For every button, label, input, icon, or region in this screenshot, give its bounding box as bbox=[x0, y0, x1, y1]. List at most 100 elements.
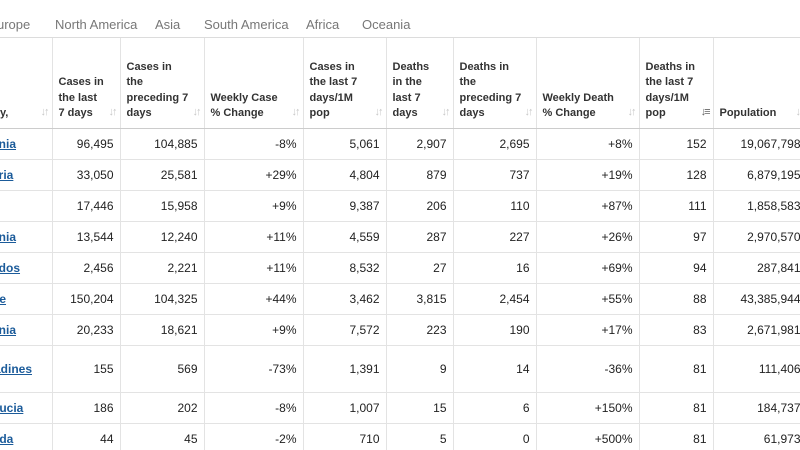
table-cell: +11% bbox=[204, 221, 304, 253]
table-cell: 569 bbox=[120, 345, 205, 393]
table-cell: +11% bbox=[204, 252, 304, 284]
column-header-label: Weekly Death % Change bbox=[542, 91, 614, 120]
country-link[interactable]: ncent adines bbox=[0, 361, 32, 376]
table-row: ania 96,495104,885-8%5,0612,9072,695+8%15… bbox=[0, 128, 800, 160]
column-header-label: Cases in the last 7 days bbox=[58, 76, 104, 119]
table-cell: +8% bbox=[536, 128, 640, 160]
table-cell: 61,973 bbox=[713, 423, 800, 450]
sort-icon[interactable]: ↓↑ bbox=[524, 106, 534, 118]
continent-tabs: urope North America Asia South America A… bbox=[0, 0, 800, 38]
table-cell: +9% bbox=[204, 314, 304, 346]
table-cell: 8,532 bbox=[303, 252, 387, 284]
table-cell: 1,858,583 bbox=[713, 190, 800, 222]
country-link[interactable]: ania bbox=[0, 322, 17, 337]
column-header-label: Deaths in the last 7 days/1M pop bbox=[645, 60, 696, 120]
table-cell: 184,737 bbox=[713, 392, 800, 424]
column-header[interactable]: Deaths in the preceding 7 days ↓↑ bbox=[453, 38, 537, 129]
country-cell: ania bbox=[0, 221, 53, 253]
column-header[interactable]: Weekly Case % Change ↓↑ bbox=[204, 38, 304, 129]
sort-icon[interactable]: ↓↑ bbox=[627, 106, 637, 118]
table-cell: 33,050 bbox=[52, 159, 121, 191]
table-cell: 710 bbox=[303, 423, 387, 450]
sort-icon[interactable]: ↓↑ bbox=[374, 106, 384, 118]
sort-icon[interactable]: ↓↑ bbox=[108, 106, 118, 118]
table-cell: 25,581 bbox=[120, 159, 205, 191]
table-cell: 737 bbox=[453, 159, 537, 191]
column-header[interactable]: try, ↓↑ bbox=[0, 38, 53, 129]
country-link[interactable]: ania bbox=[0, 229, 17, 244]
table-cell: 2,970,570 bbox=[713, 221, 800, 253]
table-cell: -2% bbox=[204, 423, 304, 450]
table-cell: 45 bbox=[120, 423, 205, 450]
table-cell: 15,958 bbox=[120, 190, 205, 222]
table-cell: +87% bbox=[536, 190, 640, 222]
table-cell: 2,695 bbox=[453, 128, 537, 160]
country-link[interactable]: aria bbox=[0, 167, 14, 182]
country-cell: uda bbox=[0, 423, 53, 450]
sort-icon[interactable]: ↓↑ bbox=[40, 106, 50, 118]
table-cell: 96,495 bbox=[52, 128, 121, 160]
column-header-label: Deaths in the last 7 days bbox=[392, 60, 430, 120]
weekly-trends-table-container: try,↓↑Cases in the last 7 days↓↑Cases in… bbox=[0, 38, 800, 450]
column-header[interactable]: Deaths in the last 7 days/1M pop ↓≡ bbox=[639, 38, 714, 129]
column-header[interactable]: Cases in the last 7 days ↓↑ bbox=[52, 38, 121, 129]
table-cell: 111 bbox=[639, 190, 714, 222]
table-cell: 15 bbox=[386, 392, 454, 424]
table-cell: 44 bbox=[52, 423, 121, 450]
table-cell: 0 bbox=[453, 423, 537, 450]
table-cell: 2,221 bbox=[120, 252, 205, 284]
header-row: try,↓↑Cases in the last 7 days↓↑Cases in… bbox=[0, 38, 800, 129]
country-link[interactable]: ados bbox=[0, 260, 21, 275]
table-cell: 104,325 bbox=[120, 283, 205, 315]
sort-icon[interactable]: ↓↑ bbox=[192, 106, 202, 118]
table-cell: 97 bbox=[639, 221, 714, 253]
table-cell: -8% bbox=[204, 392, 304, 424]
table-cell: 186 bbox=[52, 392, 121, 424]
table-cell: +44% bbox=[204, 283, 304, 315]
country-cell: ania bbox=[0, 314, 53, 346]
table-cell: +150% bbox=[536, 392, 640, 424]
column-header[interactable]: Deaths in the last 7 days ↓↑ bbox=[386, 38, 454, 129]
table-cell: 128 bbox=[639, 159, 714, 191]
country-cell: aria bbox=[0, 159, 53, 191]
table-cell: 155 bbox=[52, 345, 121, 393]
table-cell: 1,007 bbox=[303, 392, 387, 424]
tab-asia[interactable]: Asia bbox=[155, 17, 181, 32]
country-link[interactable]: Lucia bbox=[0, 400, 24, 415]
table-cell: 202 bbox=[120, 392, 205, 424]
sort-desc-icon[interactable]: ↓≡ bbox=[700, 106, 711, 118]
table-cell: 3,462 bbox=[303, 283, 387, 315]
table-cell: 223 bbox=[386, 314, 454, 346]
table-cell: 9 bbox=[386, 345, 454, 393]
country-link[interactable]: uda bbox=[0, 431, 14, 446]
tab-africa[interactable]: Africa bbox=[306, 17, 340, 32]
tab-south-america[interactable]: South America bbox=[204, 17, 289, 32]
sort-icon[interactable]: ↓↑ bbox=[795, 106, 800, 118]
tab-oceania[interactable]: Oceania bbox=[362, 17, 411, 32]
table-cell: +29% bbox=[204, 159, 304, 191]
tab-europe[interactable]: urope bbox=[0, 17, 31, 32]
table-cell: 110 bbox=[453, 190, 537, 222]
table-cell: 2,456 bbox=[52, 252, 121, 284]
sort-icon[interactable]: ↓↑ bbox=[441, 106, 451, 118]
country-link[interactable]: ne bbox=[0, 292, 6, 306]
table-cell: -73% bbox=[204, 345, 304, 393]
table-cell: 150,204 bbox=[52, 283, 121, 315]
table-cell: 43,385,944 bbox=[713, 283, 800, 315]
table-cell: 81 bbox=[639, 392, 714, 424]
table-cell: +500% bbox=[536, 423, 640, 450]
table-cell: 18,621 bbox=[120, 314, 205, 346]
table-cell: 287 bbox=[386, 221, 454, 253]
country-link[interactable]: ania bbox=[0, 136, 17, 151]
table-cell: 12,240 bbox=[120, 221, 205, 253]
column-header-label: Deaths in the preceding 7 days bbox=[459, 60, 522, 120]
column-header[interactable]: Weekly Death % Change ↓↑ bbox=[536, 38, 640, 129]
table-cell: +17% bbox=[536, 314, 640, 346]
column-header[interactable]: Population ↓↑ bbox=[713, 38, 800, 129]
tab-north-america[interactable]: North America bbox=[55, 17, 138, 32]
country-cell: ania bbox=[0, 128, 53, 160]
sort-icon[interactable]: ↓↑ bbox=[291, 106, 301, 118]
table-cell: +9% bbox=[204, 190, 304, 222]
column-header[interactable]: Cases in the last 7 days/1M pop ↓↑ bbox=[303, 38, 387, 129]
column-header[interactable]: Cases in the preceding 7 days ↓↑ bbox=[120, 38, 205, 129]
